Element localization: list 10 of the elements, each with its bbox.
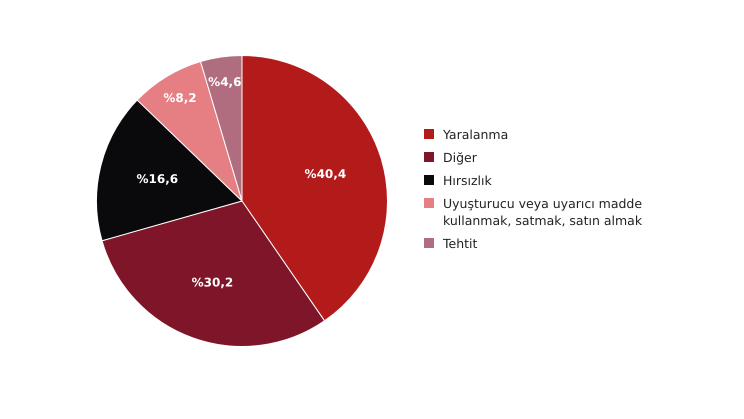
legend-label: Yaralanma	[443, 126, 508, 143]
legend-label: Tehtit	[443, 235, 478, 252]
legend-label: Diğer	[443, 149, 477, 166]
data-label: %40,4	[304, 167, 346, 182]
legend-label: Hırsızlık	[443, 172, 492, 189]
data-label: %4,6	[208, 75, 242, 90]
legend-label: Uyuşturucu veya uyarıcı madde kullanmak, satmak, satın almak	[443, 195, 644, 229]
data-label: %8,2	[163, 91, 197, 106]
data-label: %16,6	[136, 172, 178, 186]
data-label: %30,2	[192, 275, 234, 290]
